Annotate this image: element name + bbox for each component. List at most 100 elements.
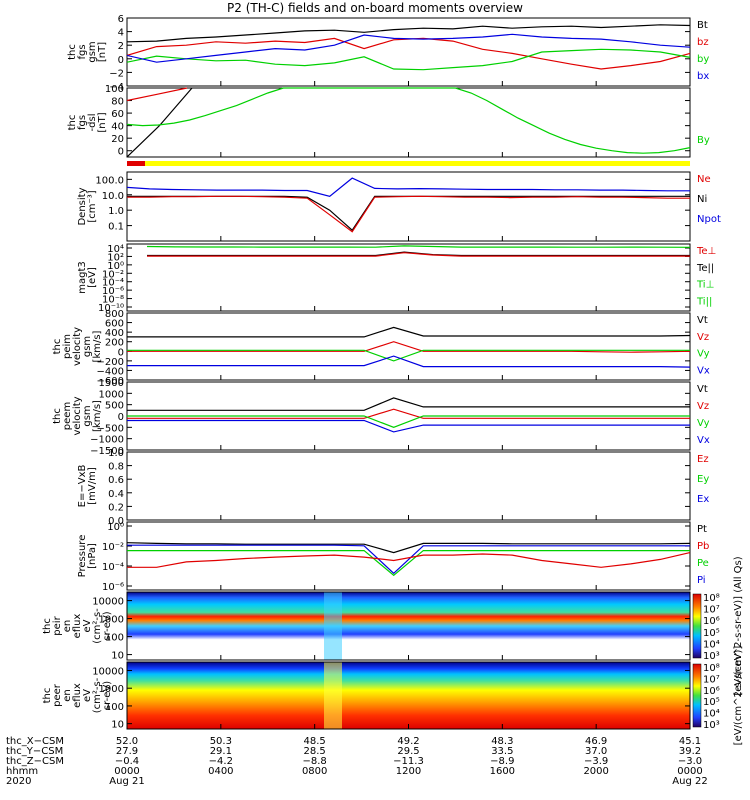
panel-6-ytick-label: 500 bbox=[105, 401, 124, 412]
panel-10-colorbar-tick: 10⁵ bbox=[703, 697, 720, 708]
panel-2-ytick-label: 40 bbox=[111, 122, 124, 133]
panel-6-legend-Vy: Vy bbox=[697, 418, 710, 429]
panel-6-legend-Vt: Vt bbox=[697, 384, 708, 395]
panel-8-series-Pe bbox=[127, 549, 690, 577]
panel-6-ylabel-line: [km/s] bbox=[92, 400, 103, 432]
panel-4-series-Ti bbox=[146, 245, 691, 248]
panel-9-colorbar bbox=[692, 593, 702, 659]
footer-value: 33.5 bbox=[491, 746, 513, 757]
panel-6-legend-Vx: Vx bbox=[697, 435, 710, 446]
panel-9-colorbar-tick: 10⁴ bbox=[703, 639, 720, 650]
footer-row-label: hhmm bbox=[6, 766, 38, 777]
footer-value: −8.8 bbox=[303, 756, 327, 767]
panel-6-ytick-label: 1500 bbox=[99, 378, 124, 389]
panel-9-ytick-label: 10 bbox=[111, 651, 124, 662]
panel-1-series-bx bbox=[126, 33, 691, 63]
panel-6-legend-Vz: Vz bbox=[697, 401, 709, 412]
panel-2-ylabel-line: fgs bbox=[77, 115, 88, 130]
panel-1-ytick-label: 2 bbox=[118, 41, 124, 52]
panel-9-colorbar-tick: 10⁷ bbox=[703, 605, 720, 616]
panel-10-colorbar-tick: 10⁸ bbox=[703, 663, 720, 674]
panel-4-ytick-label: 10⁻² bbox=[102, 269, 124, 280]
panel-8-legend-Pb: Pb bbox=[697, 541, 709, 552]
panel-1-ytick-label: −4 bbox=[109, 82, 124, 93]
footer-value: 29.1 bbox=[210, 746, 232, 757]
panel-3-legend-Npot: Npot bbox=[697, 214, 721, 225]
panel-9-ytick-label: 100 bbox=[105, 633, 124, 644]
panel-5-ytick-label: −600 bbox=[97, 376, 124, 387]
panel-10-event-band bbox=[324, 662, 342, 729]
panel-10-colorbar-tick: 10⁴ bbox=[703, 709, 720, 720]
footer-value: 39.2 bbox=[679, 746, 701, 757]
panel-9-colorbar-tick: 10⁸ bbox=[703, 593, 720, 604]
footer-value: 37.0 bbox=[585, 746, 607, 757]
panel-3-legend-Ne: Ne bbox=[697, 174, 711, 185]
panel-2-ylabel-line: thc bbox=[67, 115, 78, 131]
footer-value: 2000 bbox=[583, 766, 608, 777]
panel-2-series-By bbox=[126, 87, 691, 154]
panel-3-series-Ni bbox=[127, 195, 690, 232]
panel-7-legend-Ez: Ez bbox=[697, 454, 709, 465]
panel-5-ytick-label: 0 bbox=[118, 347, 124, 358]
panel-6-series-Vy bbox=[127, 415, 690, 428]
panel-8-ylabel-line: [nPa] bbox=[87, 543, 98, 569]
panel-9-colorbar-tick: 10⁶ bbox=[703, 616, 720, 627]
footer-value: 0800 bbox=[302, 766, 327, 777]
footer-value: 46.9 bbox=[585, 736, 607, 747]
panel-10-colorbar-tick: 10³ bbox=[703, 720, 720, 731]
panel-2-ylabel-line: -dsl bbox=[87, 114, 98, 132]
panel-7-ytick-label: 0.4 bbox=[108, 489, 124, 500]
panel-4-series-Te⊥ bbox=[147, 252, 690, 257]
panel-4-legend-Ti⊥: Ti⊥ bbox=[696, 280, 714, 291]
panel-4-ytick-label: 10⁴ bbox=[107, 244, 124, 255]
panel-4-ytick-label: 10⁻⁶ bbox=[102, 286, 124, 297]
panel-7-ytick-label: 0.8 bbox=[108, 462, 124, 473]
panel-3-ylabel-line: [cm⁻³] bbox=[87, 190, 98, 222]
footer-value: 48.5 bbox=[304, 736, 326, 747]
panel-5-ylabel-line: peim bbox=[62, 334, 73, 359]
panel-10-ylabel-line: sr-eV) bbox=[102, 681, 113, 710]
footer-value: 1600 bbox=[490, 766, 515, 777]
panel-4-legend-Ti||: Ti|| bbox=[696, 296, 712, 307]
panel-3-series-Ne bbox=[127, 195, 690, 233]
panel-1-series-Bt bbox=[126, 24, 691, 43]
panel-7-legend-Ey: Ey bbox=[697, 474, 709, 485]
panel-1-ytick-label: 6 bbox=[118, 14, 124, 25]
panel-8-series-Pb bbox=[127, 552, 691, 568]
panel-5-legend-Vy: Vy bbox=[697, 349, 710, 360]
status-bar-red bbox=[127, 161, 145, 166]
panel-10-ylabel-line: en bbox=[62, 689, 73, 702]
panel-5-legend-Vz: Vz bbox=[697, 332, 709, 343]
panel-9-spectrogram bbox=[127, 592, 690, 660]
panel-1-ytick-label: −2 bbox=[109, 68, 124, 79]
panel-6-ylabel-line: velocity bbox=[72, 396, 83, 435]
footer-row-label: 2020 bbox=[6, 776, 31, 787]
panel-10-ylabel-line: eV bbox=[82, 689, 93, 702]
panel-5-series-Vt bbox=[127, 326, 691, 338]
panel-10-ytick-label: 10 bbox=[111, 720, 124, 731]
panel-8-series-Pt bbox=[126, 542, 691, 554]
panel-10-ytick-label: 10000 bbox=[92, 666, 124, 677]
panel-6-ytick-label: 0 bbox=[118, 412, 124, 423]
panel-5-series-Vy bbox=[127, 349, 690, 362]
footer-value: 0400 bbox=[208, 766, 233, 777]
panel-5-ytick-label: 800 bbox=[105, 309, 124, 320]
panel-6-ytick-label: −500 bbox=[97, 423, 124, 434]
panel-7-ylabel-line: [mV/m] bbox=[87, 467, 98, 505]
panel-7-frame bbox=[126, 451, 691, 521]
panel-10-colorbar-label: [eV/(cm^2-s-sr-eV)] bbox=[733, 646, 744, 746]
panel-9-ylabel-line: eflux bbox=[72, 614, 83, 639]
panel-5-ytick-label: 600 bbox=[105, 319, 124, 330]
panel-6-series-Vt bbox=[127, 397, 690, 411]
panel-5-ylabel-line: gsm bbox=[82, 336, 93, 357]
panel-9-colorbar-label: [eV/(cm^2-s-sr-eV)] (All Qs) bbox=[733, 556, 744, 695]
footer-value: 28.5 bbox=[304, 746, 326, 757]
footer-value: 1200 bbox=[396, 766, 421, 777]
panel-5-series-Vz bbox=[127, 341, 691, 353]
footer-value: −3.0 bbox=[678, 756, 702, 767]
panel-4-legend-Te⊥: Te⊥ bbox=[696, 246, 716, 257]
panel-8-ytick-label: 10⁻⁶ bbox=[102, 582, 124, 593]
panel-10-ytick-label: 100 bbox=[105, 702, 124, 713]
panel-2-series-black bbox=[126, 87, 193, 158]
panel-1-legend-Bt: Bt bbox=[697, 20, 708, 31]
